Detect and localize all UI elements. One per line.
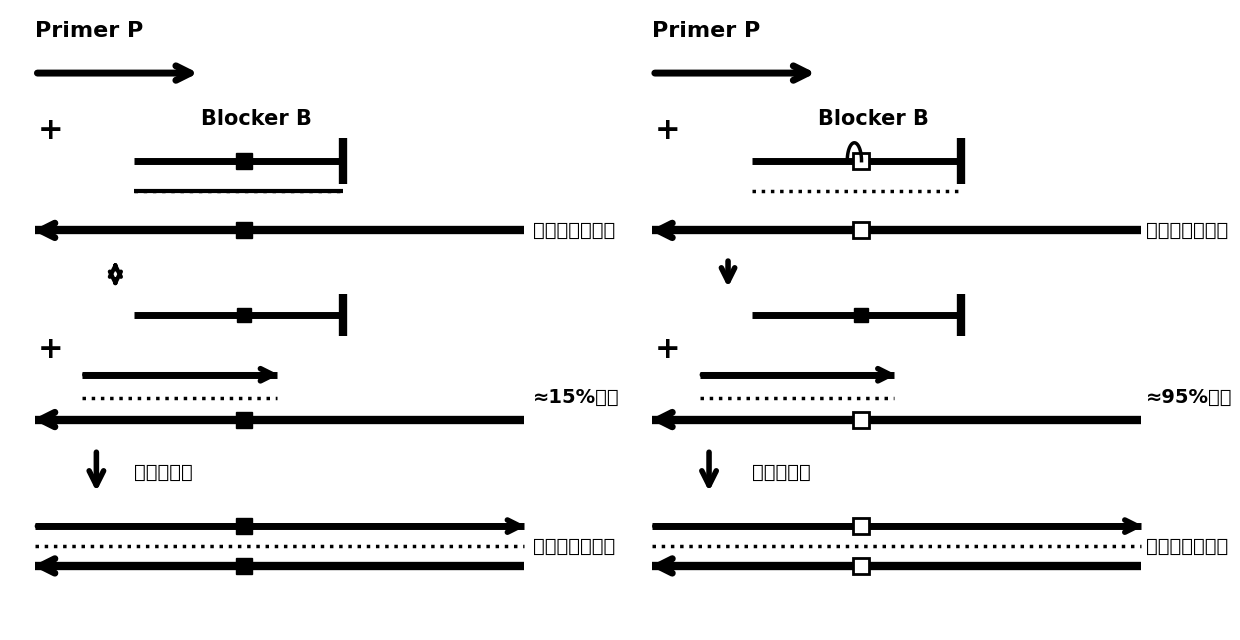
Text: 野生型扩增产物: 野生型扩增产物 xyxy=(533,536,615,556)
Text: 突变型扩增产物: 突变型扩增产物 xyxy=(1146,536,1229,556)
Text: +: + xyxy=(37,335,63,364)
Text: ≈95%产量: ≈95%产量 xyxy=(1146,388,1233,407)
Text: ≈15%产量: ≈15%产量 xyxy=(533,388,620,407)
Text: Primer P: Primer P xyxy=(35,21,143,41)
Text: Primer P: Primer P xyxy=(652,21,760,41)
Text: 聚合酶延伸: 聚合酶延伸 xyxy=(134,463,193,482)
Text: 野生型核酸样本: 野生型核酸样本 xyxy=(533,221,615,240)
Text: +: + xyxy=(655,116,681,145)
Text: 聚合酶延伸: 聚合酶延伸 xyxy=(751,463,811,482)
Text: +: + xyxy=(37,116,63,145)
Text: 突变型核酸样本: 突变型核酸样本 xyxy=(1146,221,1229,240)
Text: +: + xyxy=(655,335,681,364)
Text: Blocker B: Blocker B xyxy=(201,109,311,129)
Text: Blocker B: Blocker B xyxy=(818,109,929,129)
